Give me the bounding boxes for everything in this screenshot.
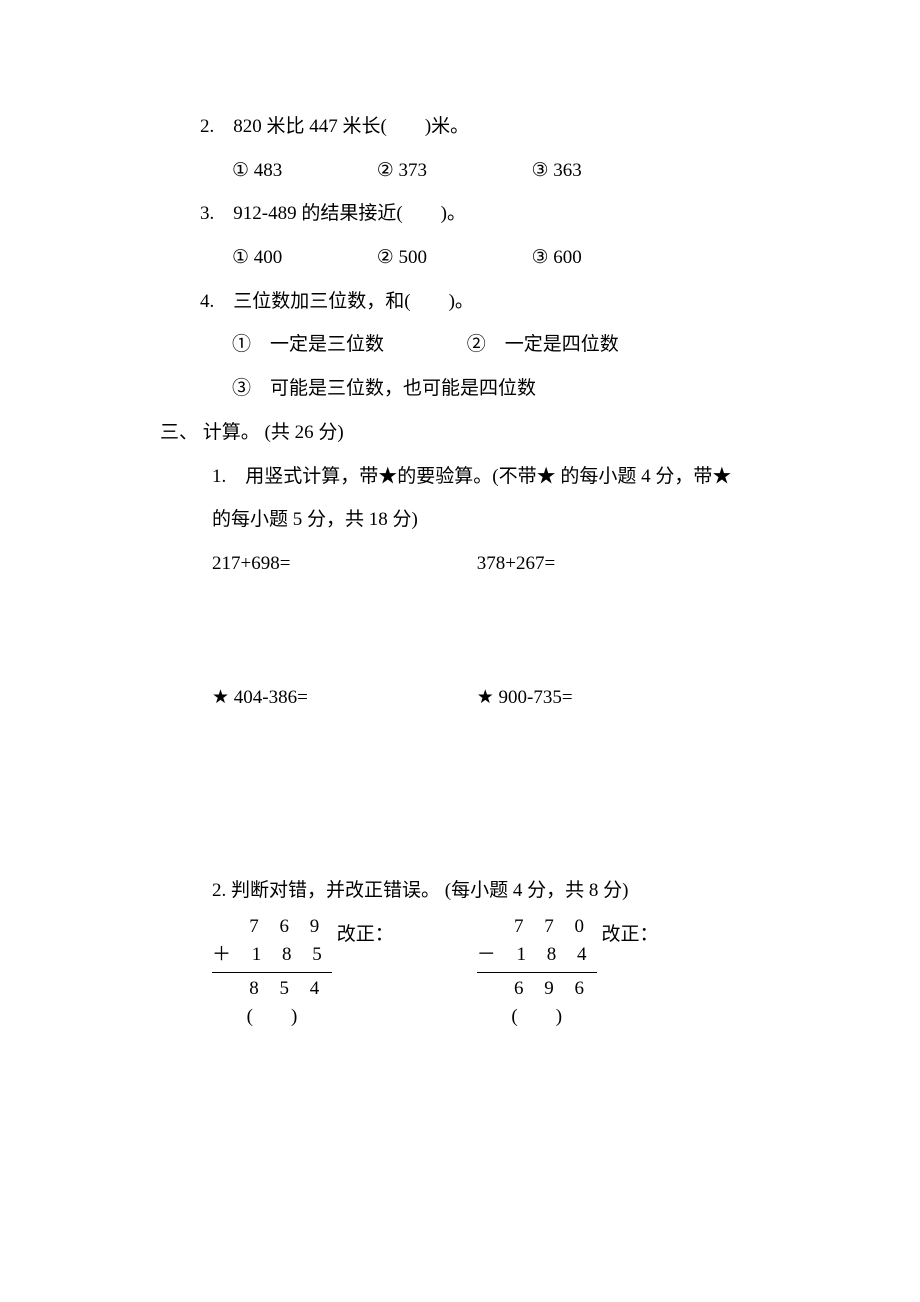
worksheet-page: 2. 820 米比 447 米长( )米。 ① 483 ② 373 ③ 363 … [0,0,920,1302]
q4-opt-1: ① 一定是三位数 [232,323,462,367]
calc-d: ★ 900-735= [477,676,737,720]
v2-row3: 6 9 6 [477,975,597,1004]
calc-c: ★ 404-386= [212,676,472,720]
question-4-options-row1: ① 一定是三位数 ② 一定是四位数 [160,323,770,367]
calc-workspace-1 [160,586,770,676]
q3-opt-2: ② 500 [377,236,527,280]
section-3-p2: 2. 判断对错，并改正错误。 (每小题 4 分，共 8 分) [160,869,770,913]
question-3-stem: 3. 912-489 的结果接近( )。 [160,192,770,236]
calc-a: 217+698= [212,542,472,586]
star-icon: ★ [212,687,229,708]
section-3-p1-line2: 的每小题 5 分，共 18 分) [160,498,770,542]
section-3-p1-line1: 1. 用竖式计算，带★的要验算。(不带★ 的每小题 4 分，带★ [160,455,770,499]
calc-row-1: 217+698= 378+267= [160,542,770,586]
calc-workspace-2 [160,719,770,869]
question-2-options: ① 483 ② 373 ③ 363 [160,149,770,193]
q3-opt-1: ① 400 [232,236,372,280]
correction-row: 7 6 9 ＋ 1 8 5 8 5 4 ( ) 改正： 7 7 0 － 1 8 … [160,913,770,1032]
v1-row1: 7 6 9 [212,913,332,942]
q2-opt-2: ② 373 [377,149,527,193]
q2-opt-1: ① 483 [232,149,372,193]
v1-paren: ( ) [212,1003,332,1032]
correction-label-1: 改正： [337,913,394,957]
v1-rule [212,972,332,973]
calc-c-text: 404-386= [229,687,308,708]
v1-row2: ＋ 1 8 5 [212,941,332,970]
q4-opt-3: ③ 可能是三位数，也可能是四位数 [232,367,536,411]
q3-opt-3: ③ 600 [532,236,582,280]
vertical-calc-2: 7 7 0 － 1 8 4 6 9 6 ( ) 改正： [477,913,737,1032]
section-3-heading: 三、 计算。 (共 26 分) [160,411,770,455]
v1-row3: 8 5 4 [212,975,332,1004]
question-3-options: ① 400 ② 500 ③ 600 [160,236,770,280]
calc-row-2: ★ 404-386= ★ 900-735= [160,676,770,720]
v2-row1: 7 7 0 [477,913,597,942]
calc-d-text: 900-735= [494,687,573,708]
question-2-stem: 2. 820 米比 447 米长( )米。 [160,105,770,149]
v2-rule [477,972,597,973]
question-4-options-row2: ③ 可能是三位数，也可能是四位数 [160,367,770,411]
q2-opt-3: ③ 363 [532,149,582,193]
v2-paren: ( ) [477,1003,597,1032]
q4-opt-2: ② 一定是四位数 [467,323,619,367]
calc-b: 378+267= [477,542,737,586]
star-icon: ★ [477,687,494,708]
vertical-calc-1: 7 6 9 ＋ 1 8 5 8 5 4 ( ) 改正： [212,913,472,1032]
v2-row2: － 1 8 4 [477,941,597,970]
correction-label-2: 改正： [602,913,659,957]
question-4-stem: 4. 三位数加三位数，和( )。 [160,280,770,324]
